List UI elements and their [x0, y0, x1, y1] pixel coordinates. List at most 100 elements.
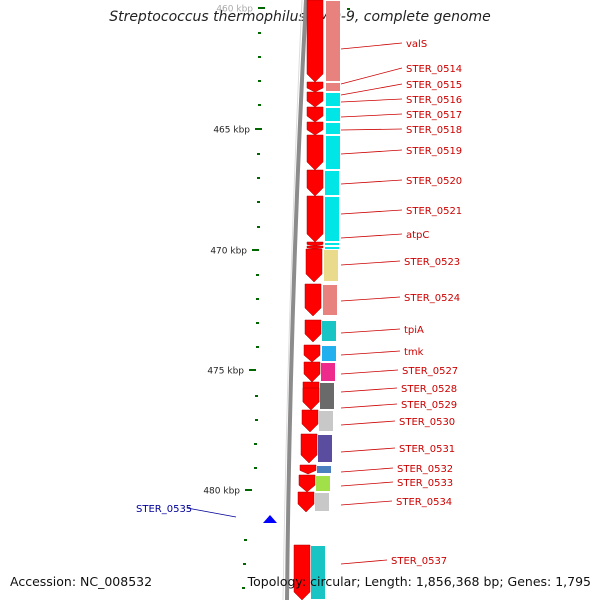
cog-block — [324, 250, 338, 281]
gene-label[interactable]: STER_0537 — [391, 556, 447, 567]
cog-block — [326, 1, 340, 81]
gene-label[interactable]: STER_0535 — [136, 504, 192, 515]
gene-label[interactable]: tpiA — [404, 325, 424, 336]
gene-arrow — [297, 491, 315, 513]
gene-label[interactable]: STER_0517 — [406, 110, 462, 121]
cog-block — [321, 363, 335, 381]
gene-tmk[interactable] — [303, 344, 336, 363]
gene-label[interactable]: STER_0523 — [404, 257, 460, 268]
gene-valS[interactable] — [306, 0, 340, 83]
gene-arrow — [306, 106, 324, 123]
gene-arrow — [305, 248, 323, 283]
label-connector — [340, 467, 394, 473]
gene-label[interactable]: STER_0520 — [406, 176, 462, 187]
cog-block — [322, 346, 336, 361]
label-connector — [340, 98, 403, 103]
gene-arrow — [304, 319, 322, 343]
ruler: 460 kbp 465 kbp 470 kbp 475 kbp 480 kbp — [203, 5, 350, 589]
gene-STER_0516[interactable] — [306, 106, 340, 123]
gene-arrow — [306, 169, 324, 197]
gene-STER_0519[interactable] — [306, 169, 339, 197]
cog-block — [325, 247, 339, 249]
ruler-tick-minor — [257, 153, 260, 155]
gene-STER_0521[interactable] — [306, 241, 339, 247]
label-connector — [340, 500, 393, 506]
cog-block — [316, 476, 330, 491]
gene-STER_0514[interactable] — [306, 81, 340, 93]
label-connector — [340, 128, 403, 131]
gene-STER_0537[interactable] — [293, 544, 325, 600]
gene-STER_0531[interactable] — [300, 433, 332, 464]
gene-label[interactable]: atpC — [406, 230, 429, 241]
ruler-tick-minor — [257, 177, 260, 179]
label-connector — [186, 507, 237, 518]
gene-label[interactable]: tmk — [404, 347, 424, 358]
label-connector — [340, 481, 394, 487]
ruler-tick-minor — [258, 104, 261, 106]
gene-STER_0523[interactable] — [305, 248, 338, 283]
ruler-tick-minor — [254, 467, 257, 469]
gene-label[interactable]: STER_0528 — [401, 384, 457, 395]
label-connector — [340, 233, 403, 239]
gene-STER_0535[interactable] — [263, 515, 277, 523]
gene-tpiA[interactable] — [304, 319, 336, 343]
ruler-tick-minor — [257, 226, 260, 228]
gene-arrow — [306, 241, 324, 247]
gene-label[interactable]: STER_0530 — [399, 417, 455, 428]
gene-STER_0532[interactable] — [299, 464, 331, 475]
gene-STER_0517[interactable] — [306, 121, 340, 136]
label-connector — [340, 149, 403, 155]
ruler-label: 460 kbp — [216, 5, 253, 15]
cog-block — [325, 171, 339, 195]
gene-STER_0533[interactable] — [298, 474, 330, 493]
ruler-tick-minor — [255, 419, 258, 421]
gene-STER_0518[interactable] — [306, 134, 340, 171]
gene-STER_0534[interactable] — [297, 491, 329, 513]
gene-label[interactable]: STER_0521 — [406, 206, 462, 217]
cog-block — [317, 466, 331, 473]
gene-arrow — [302, 387, 320, 411]
ruler-tick-minor — [347, 8, 350, 10]
gene-arrow — [298, 474, 316, 493]
gene-arrow — [306, 91, 324, 108]
label-connector — [340, 328, 401, 334]
label-connector — [340, 350, 401, 356]
ruler-tick-minor — [255, 395, 258, 397]
label-connector — [340, 403, 398, 409]
ruler-tick-minor — [258, 32, 261, 34]
gene-STER_0520[interactable] — [306, 195, 339, 243]
gene-labels: valS STER_0514 STER_0515 STER_0516 STER_0517… — [136, 39, 462, 567]
ruler-label: 475 kbp — [207, 367, 244, 377]
gene-label[interactable]: STER_0527 — [402, 366, 458, 377]
gene-label[interactable]: STER_0519 — [406, 146, 462, 157]
cog-block — [318, 435, 332, 462]
cog-block — [326, 108, 340, 121]
gene-label[interactable]: STER_0529 — [401, 400, 457, 411]
gene-STER_0527[interactable] — [303, 361, 335, 383]
gene-STER_0515[interactable] — [306, 91, 340, 108]
gene-label[interactable]: STER_0531 — [399, 444, 455, 455]
cog-block — [323, 285, 337, 315]
gene-label[interactable]: STER_0534 — [396, 497, 452, 508]
gene-label[interactable]: valS — [406, 39, 427, 50]
label-connector — [340, 67, 403, 85]
gene-label[interactable]: STER_0515 — [406, 80, 462, 91]
gene-STER_0529[interactable] — [302, 387, 334, 411]
gene-STER_0530[interactable] — [301, 409, 333, 433]
cog-block — [325, 197, 339, 241]
gene-label[interactable]: STER_0532 — [397, 464, 453, 475]
gene-label[interactable]: STER_0533 — [397, 478, 453, 489]
gene-label[interactable]: STER_0518 — [406, 125, 462, 136]
accession-text: Accession: NC_008532 — [10, 574, 153, 589]
map-title: Streptococcus thermophilus LMD-9, comple… — [109, 9, 491, 25]
gene-atpC[interactable] — [306, 245, 339, 250]
ruler-label: 480 kbp — [203, 487, 240, 497]
gene-label[interactable]: STER_0524 — [404, 293, 460, 304]
gene-arrow — [304, 283, 322, 317]
gene-STER_0524[interactable] — [304, 283, 337, 317]
gene-label[interactable]: STER_0516 — [406, 95, 462, 106]
gene-label[interactable]: STER_0514 — [406, 64, 462, 75]
gene-arrow — [299, 464, 317, 475]
gene-arrow — [306, 134, 324, 171]
